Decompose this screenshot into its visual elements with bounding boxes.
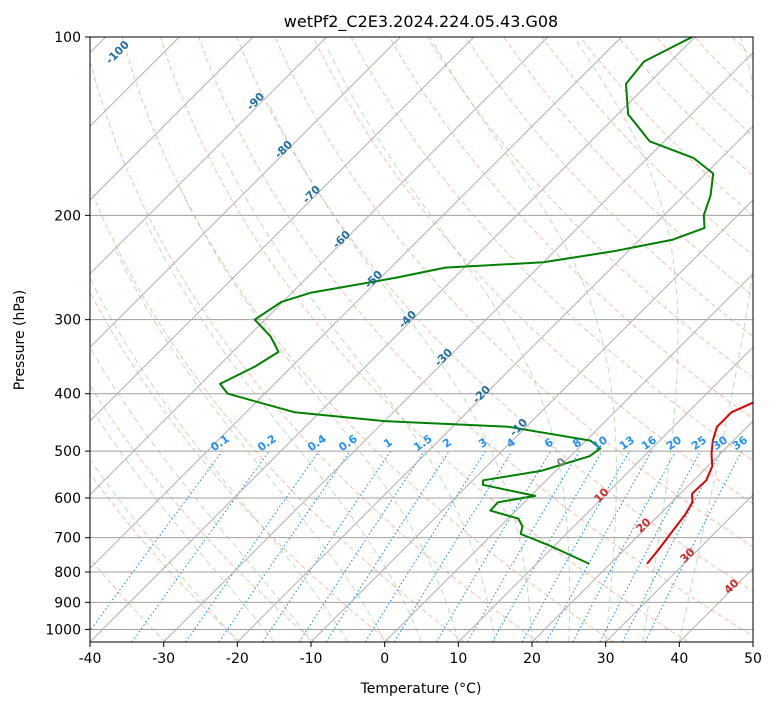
dry-adiabat-line [90, 291, 390, 642]
dry-adiabat-line [90, 472, 241, 642]
x-tick-label: -40 [79, 651, 102, 667]
dry-adiabat-line [198, 37, 753, 637]
mixing-ratio-line [90, 450, 223, 632]
mixing-ratio-line [185, 450, 320, 642]
moist-adiabat-line [327, 49, 571, 642]
moist-adiabat-line [678, 37, 753, 642]
temperature-profile-line [646, 401, 753, 565]
y-tick-label: 200 [54, 208, 81, 224]
isotherm-gridline [90, 37, 696, 642]
moist-adiabat-line [573, 37, 679, 642]
dry-adiabat-line [159, 37, 689, 642]
isotherm-gridline [457, 346, 753, 642]
y-tick-label: 600 [54, 491, 81, 507]
y-tick-label: 900 [54, 595, 81, 611]
x-tick-label: -30 [152, 651, 175, 667]
plot-frame [89, 36, 754, 643]
dry-adiabat-line [350, 37, 753, 462]
mixing-ratio-line [644, 450, 743, 642]
isotherm-gridline [236, 125, 753, 642]
dry-adiabat-line [274, 37, 753, 548]
moist-adiabat-line [90, 346, 312, 642]
moist-adiabat-line [268, 104, 533, 642]
mixing-ratio-line [298, 450, 425, 642]
moist-adiabat-line [90, 405, 275, 642]
isotherm-gridline [90, 37, 254, 201]
x-tick-label: 20 [523, 651, 541, 667]
isotherm-gridline [384, 272, 753, 642]
y-tick-label: 300 [54, 313, 81, 329]
chart-title: wetPf2_C2E3.2024.224.05.43.G08 [284, 12, 558, 32]
mixing-ratio-line [521, 450, 630, 642]
y-axis-label: Pressure (hPa) [12, 290, 28, 390]
isotherm-gridline [90, 37, 328, 275]
mixing-ratio-line [572, 450, 677, 642]
x-tick-label: 0 [380, 651, 389, 667]
y-tick-label: 1000 [45, 622, 81, 638]
dry-adiabat-line [121, 37, 614, 642]
isotherm-gridline [90, 37, 475, 422]
moist-adiabat-line [179, 187, 459, 642]
moist-adiabat-line [115, 251, 386, 642]
y-tick-label: 100 [54, 30, 81, 46]
moist-adiabat-line [145, 221, 422, 642]
dry-adiabat-line [90, 384, 316, 642]
mixing-ratio-line [393, 450, 513, 642]
dry-adiabat-line [90, 557, 166, 642]
mixing-ratio-line [325, 450, 450, 642]
dewpoint-profile-line [219, 37, 715, 565]
dry-adiabat-line [90, 186, 465, 642]
y-tick-label: 500 [54, 444, 81, 460]
isotherm-gridline [163, 51, 753, 642]
x-tick-label: -10 [300, 651, 323, 667]
moist-adiabat-line [90, 277, 349, 642]
isotherm-gridline [531, 420, 753, 642]
mixing-ratio-line [131, 450, 270, 642]
dry-adiabat-line [503, 37, 753, 297]
dry-adiabat-line [236, 37, 753, 592]
y-tick-label: 400 [54, 387, 81, 403]
isotherm-gridline [90, 37, 622, 570]
isotherm-gridline [90, 37, 401, 349]
isotherm-gridline [310, 199, 753, 642]
x-tick-label: 10 [449, 651, 467, 667]
dry-adiabat-line [90, 59, 540, 642]
moist-adiabat-line [429, 37, 617, 642]
isotherm-gridline [605, 493, 753, 642]
mixing-ratio-line [218, 450, 351, 642]
x-tick-label: 30 [597, 651, 615, 667]
dry-adiabat-line [426, 37, 753, 378]
y-tick-label: 800 [54, 565, 81, 581]
x-axis-label: Temperature (°C) [360, 681, 482, 697]
x-tick-label: -20 [226, 651, 249, 667]
x-tick-label: 40 [670, 651, 688, 667]
moist-adiabat-line [90, 458, 238, 642]
mixing-ratio-line [262, 450, 392, 642]
isotherm-gridline [90, 37, 549, 496]
x-tick-label: 50 [744, 651, 762, 667]
y-tick-label: 700 [54, 531, 81, 547]
